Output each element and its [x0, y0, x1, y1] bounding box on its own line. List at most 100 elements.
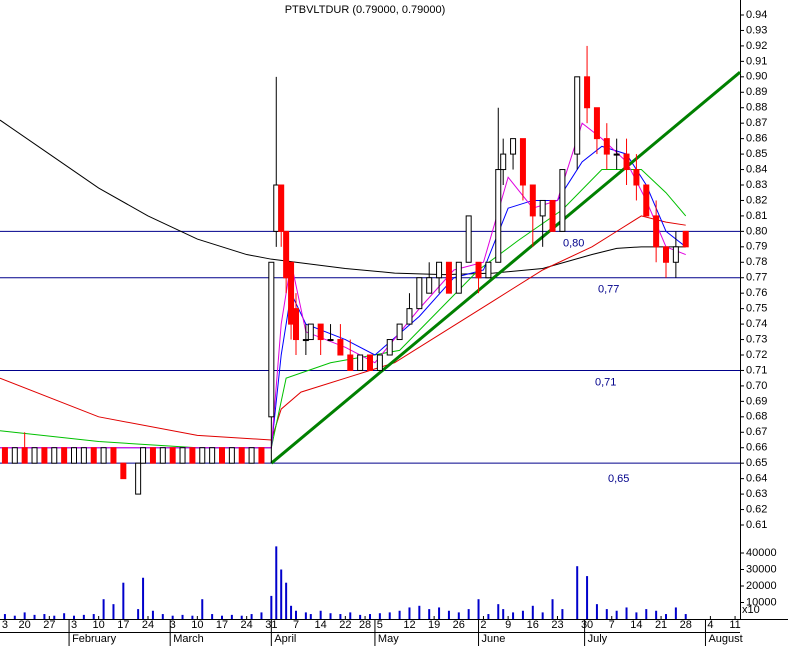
x-tick-label: 27 — [43, 619, 55, 631]
y-tick-label: 0.68 — [746, 411, 767, 423]
y-tick-label: 0.91 — [746, 55, 767, 67]
x-tick-label: 7 — [293, 619, 299, 631]
candle-body — [376, 354, 383, 371]
y-tick-label: 0.74 — [746, 318, 767, 330]
candle-body — [633, 169, 640, 186]
y-tick-label: 0.64 — [746, 473, 767, 485]
candle-body — [120, 462, 127, 480]
candle-body — [337, 339, 344, 356]
candle-body — [643, 184, 650, 217]
candle-body — [682, 230, 689, 248]
volume-multiplier: x10 — [742, 604, 760, 616]
month-label: April — [274, 633, 296, 645]
candle-body — [268, 261, 275, 418]
volume-tick-label: 10000 — [746, 596, 777, 608]
candle-body — [238, 447, 245, 464]
chart-title: PTBVLTDUR (0.79000, 0.79000) — [285, 4, 446, 16]
x-tick-label: 7 — [609, 619, 615, 631]
candle-body — [41, 447, 48, 464]
y-tick-label: 0.62 — [746, 503, 767, 515]
candle-body — [248, 447, 255, 464]
candle-body — [273, 184, 280, 232]
candle-body — [416, 277, 423, 310]
x-tick-label: 11 — [729, 619, 740, 631]
candle-body — [485, 261, 492, 279]
candle-body — [475, 261, 482, 279]
y-tick-label: 0.89 — [746, 86, 767, 98]
x-tick-label: 3 — [170, 619, 176, 631]
candle-body — [80, 447, 87, 464]
level-label: 0,77 — [598, 284, 619, 296]
candle-body — [445, 261, 452, 294]
month-label: July — [588, 633, 608, 645]
candle-body — [159, 447, 166, 464]
x-tick-label: 24 — [142, 619, 154, 631]
x-tick-label: 24 — [241, 619, 253, 631]
y-tick-label: 0.69 — [746, 395, 767, 407]
y-tick-label: 0.92 — [746, 40, 767, 52]
y-tick-label: 0.85 — [746, 148, 767, 160]
x-tick-label: 20 — [19, 619, 31, 631]
x-tick-label: 17 — [216, 619, 228, 631]
x-tick-label: 9 — [505, 619, 511, 631]
candle-body — [623, 153, 630, 171]
x-tick-label: 30 — [581, 619, 593, 631]
x-tick-label: 4 — [707, 619, 713, 631]
month-label: March — [173, 633, 204, 645]
candle-body — [584, 76, 591, 109]
y-tick-label: 0.67 — [746, 426, 767, 438]
moving-average — [0, 215, 686, 441]
candle-body — [672, 246, 679, 263]
x-tick-label: 28 — [359, 619, 371, 631]
x-tick-label: 23 — [551, 619, 563, 631]
candle-body — [169, 447, 176, 464]
month-label: June — [482, 633, 506, 645]
candle-body — [436, 261, 443, 279]
candle-body — [90, 447, 97, 464]
moving-average — [0, 119, 686, 276]
x-tick-label: 5 — [377, 619, 383, 631]
candle-body — [327, 339, 334, 342]
candle-body — [663, 246, 669, 263]
candle-body — [603, 138, 610, 155]
x-tick-label: 21 — [655, 619, 667, 631]
x-tick-label: 16 — [527, 619, 539, 631]
y-tick-label: 0.94 — [746, 9, 767, 21]
volume-tick-label: 30000 — [746, 563, 777, 575]
candle-body — [465, 215, 472, 263]
volume-tick-label: 40000 — [746, 547, 777, 559]
x-tick-label: 14 — [630, 619, 642, 631]
candle-body — [71, 447, 77, 464]
month-label: May — [378, 633, 399, 645]
candle-body — [149, 447, 156, 464]
candle-body — [347, 354, 354, 371]
candle-body — [283, 230, 290, 279]
x-tick-label: 14 — [315, 619, 327, 631]
x-tick-label: 3 — [71, 619, 77, 631]
candle-body — [278, 184, 285, 232]
moving-average — [0, 145, 687, 449]
candle-body — [455, 261, 462, 294]
candle-body — [31, 447, 38, 464]
candle-body — [293, 308, 299, 341]
y-tick-label: 0.63 — [746, 488, 767, 500]
candle-body — [209, 447, 216, 464]
x-tick-label: 2 — [480, 619, 486, 631]
candle-body — [228, 447, 235, 464]
y-tick-label: 0.72 — [746, 349, 767, 361]
level-label: 0,65 — [608, 473, 629, 485]
y-tick-label: 0.65 — [746, 457, 767, 469]
candle-body — [140, 447, 147, 464]
candle-body — [219, 447, 225, 464]
candle-body — [357, 354, 364, 371]
y-tick-label: 0.87 — [746, 117, 767, 129]
candle-body — [288, 261, 295, 325]
candle-body — [426, 277, 433, 294]
candle-body — [302, 339, 309, 342]
y-tick-label: 0.73 — [746, 333, 767, 345]
candle-body — [258, 447, 265, 464]
level-label: 0,80 — [563, 237, 584, 249]
candle-body — [613, 153, 620, 156]
y-tick-label: 0.70 — [746, 380, 767, 392]
